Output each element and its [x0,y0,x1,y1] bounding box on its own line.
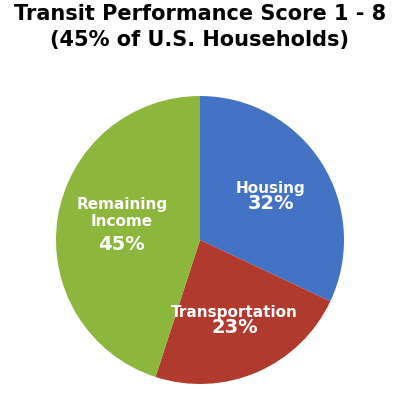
Wedge shape [56,96,200,377]
Text: 23%: 23% [211,318,258,338]
Title: Transit Performance Score 1 - 8
(45% of U.S. Households): Transit Performance Score 1 - 8 (45% of … [14,4,386,50]
Text: Transportation: Transportation [171,304,298,320]
Text: 45%: 45% [98,235,145,254]
Text: Housing: Housing [236,180,305,196]
Wedge shape [156,240,330,384]
Text: 32%: 32% [247,194,294,213]
Text: Remaining
Income: Remaining Income [76,197,167,230]
Wedge shape [200,96,344,301]
